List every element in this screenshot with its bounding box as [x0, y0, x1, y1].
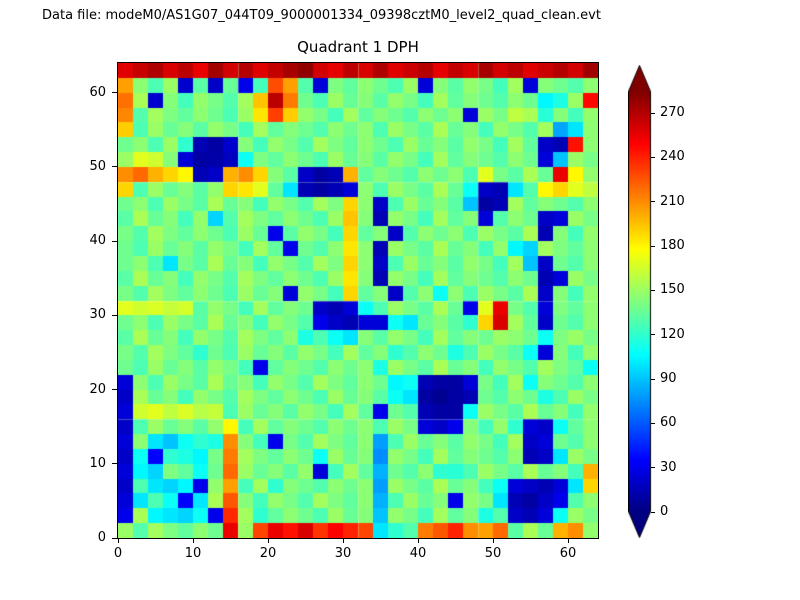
plot-area — [117, 62, 599, 539]
colorbar-tick-mark — [651, 378, 655, 380]
x-tick-label: 50 — [484, 546, 502, 561]
colorbar-tick-label: 150 — [660, 282, 685, 298]
plot-title: Quadrant 1 DPH — [297, 38, 419, 56]
colorbar-tick-mark — [651, 422, 655, 424]
x-tick-label: 60 — [559, 546, 577, 561]
colorbar-tick-label: 90 — [660, 371, 677, 387]
y-tick-label: 10 — [89, 455, 106, 471]
data-file-label: Data file: modeM0/AS1G07_044T09_90000013… — [42, 8, 601, 23]
y-tick-mark — [112, 92, 117, 94]
colorbar-tick-mark — [651, 201, 655, 203]
colorbar-tick-label: 120 — [660, 326, 685, 342]
colorbar-tick-label: 240 — [660, 149, 685, 165]
colorbar-tick-mark — [651, 156, 655, 158]
colorbar-tick-label: 180 — [660, 238, 685, 254]
y-tick-mark — [112, 463, 117, 465]
colorbar-tick-label: 270 — [660, 105, 685, 121]
colorbar-tick-label: 210 — [660, 193, 685, 209]
colorbar-tick-mark — [651, 467, 655, 469]
colorbar-tick-label: 30 — [660, 459, 677, 475]
y-tick-mark — [112, 240, 117, 242]
colorbar-tick-mark — [651, 289, 655, 291]
colorbar-tick-mark — [651, 511, 655, 513]
y-tick-label: 60 — [89, 84, 106, 100]
x-tick-label: 30 — [334, 546, 352, 561]
y-tick-mark — [112, 314, 117, 316]
x-tick-mark — [417, 539, 419, 543]
x-tick-mark — [192, 539, 194, 543]
x-tick-label: 0 — [113, 546, 123, 561]
colorbar — [628, 65, 652, 538]
y-tick-label: 30 — [89, 307, 106, 323]
colorbar-tick-mark — [651, 334, 655, 336]
colorbar-tick-label: 0 — [660, 504, 669, 519]
x-tick-label: 20 — [259, 546, 277, 561]
x-tick-mark — [492, 539, 494, 543]
heatmap-canvas — [118, 63, 598, 538]
y-tick-mark — [112, 166, 117, 168]
x-tick-mark — [267, 539, 269, 543]
y-tick-label: 40 — [89, 233, 106, 249]
y-tick-label: 20 — [89, 381, 106, 397]
colorbar-tick-mark — [651, 245, 655, 247]
y-tick-label: 50 — [89, 158, 106, 174]
x-tick-label: 40 — [409, 546, 427, 561]
y-tick-label: 0 — [97, 530, 106, 545]
x-tick-mark — [117, 539, 119, 543]
x-tick-label: 10 — [184, 546, 202, 561]
colorbar-tick-mark — [651, 112, 655, 114]
x-tick-mark — [342, 539, 344, 543]
colorbar-tick-label: 60 — [660, 415, 677, 431]
y-tick-mark — [112, 389, 117, 391]
x-tick-mark — [567, 539, 569, 543]
y-tick-mark — [112, 537, 117, 539]
